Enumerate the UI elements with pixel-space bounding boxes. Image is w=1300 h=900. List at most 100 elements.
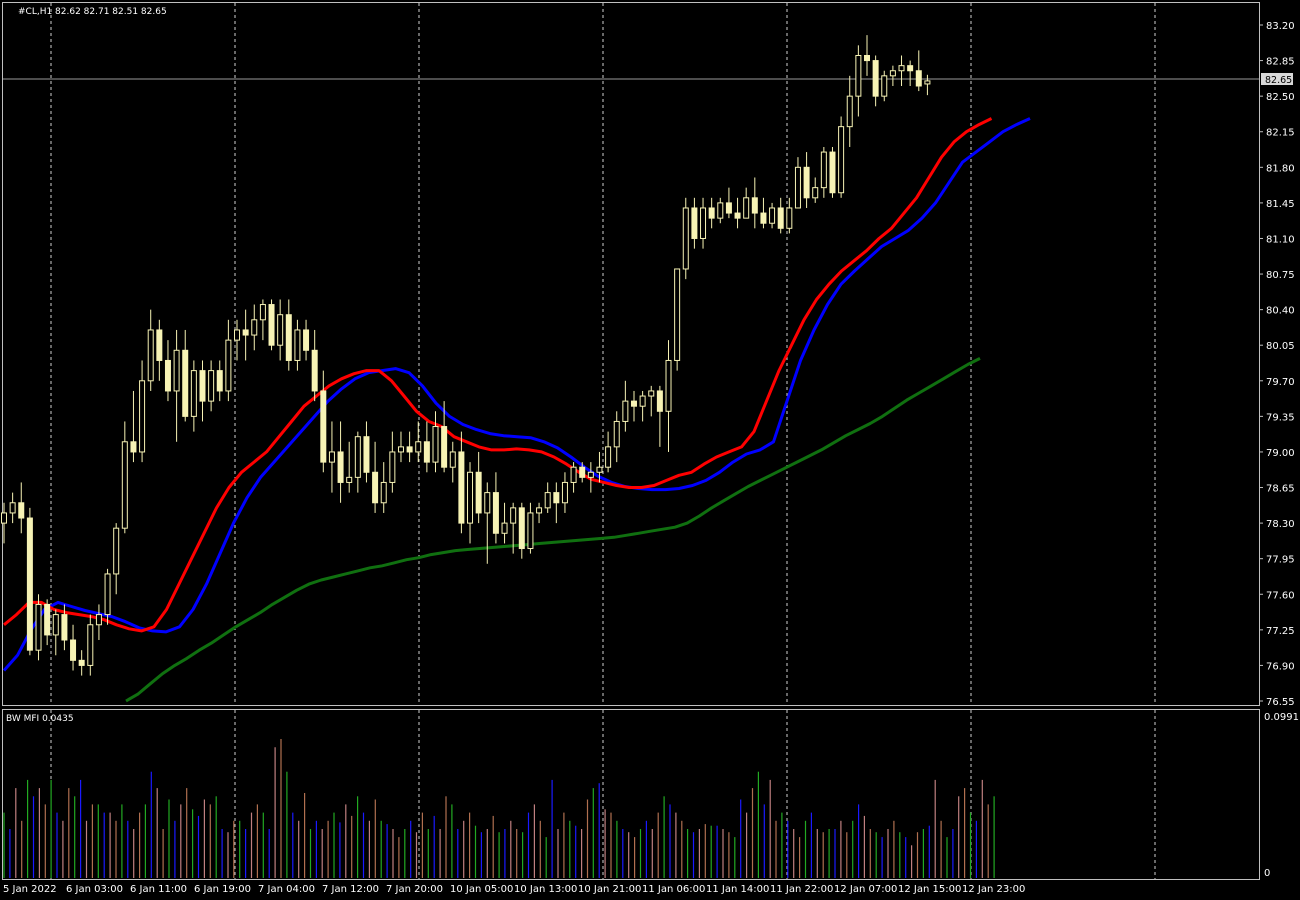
price-tick-label: 78.65 — [1266, 484, 1295, 495]
time-tick-label: 12 Jan 07:00 — [834, 884, 897, 895]
candle-body — [527, 512, 534, 550]
price-tick-label: 82.15 — [1266, 128, 1295, 139]
candle-body — [717, 202, 724, 219]
candle-body — [803, 166, 810, 199]
price-tick-label: 82.50 — [1266, 92, 1295, 103]
time-axis: 5 Jan 2022 6 Jan 03:00 6 Jan 11:00 6 Jan 19… — [3, 884, 1025, 895]
candle-body — [441, 426, 448, 468]
candle-body — [328, 451, 335, 463]
candle-body — [372, 471, 379, 504]
candle-body — [518, 507, 525, 550]
candle-body — [216, 370, 223, 392]
price-tick-label: 80.40 — [1266, 306, 1295, 317]
candle-body — [35, 603, 42, 651]
candle-body — [734, 212, 741, 219]
candle-body — [251, 319, 258, 336]
ma-red-line — [3, 117, 993, 633]
candle-body — [915, 70, 922, 87]
candle-body — [510, 507, 517, 524]
candle-body — [630, 400, 637, 407]
candle-body — [682, 207, 689, 270]
candle-body — [458, 451, 465, 524]
time-tick-label: 11 Jan 06:00 — [642, 884, 705, 895]
candle-body — [70, 639, 77, 661]
candle-body — [665, 359, 672, 412]
price-tick-label: 81.10 — [1266, 234, 1295, 245]
candle-body — [898, 65, 905, 72]
candle-body — [277, 314, 284, 346]
candle-body — [268, 304, 275, 346]
price-tick-label: 77.95 — [1266, 555, 1295, 566]
time-tick-label: 6 Jan 19:00 — [194, 884, 251, 895]
time-tick-label: 6 Jan 11:00 — [130, 884, 187, 895]
candle-body — [121, 441, 128, 529]
candle-body — [708, 207, 715, 219]
candle-body — [794, 166, 801, 209]
candle-body — [536, 507, 543, 514]
candle-body — [397, 446, 404, 453]
candle-body — [743, 197, 750, 219]
candle-body — [337, 451, 344, 483]
candle-body — [156, 329, 163, 361]
price-tick-label: 76.90 — [1266, 661, 1295, 672]
candle-body — [242, 329, 249, 336]
candle-body — [596, 466, 603, 473]
bw-mfi-histogram — [3, 739, 995, 878]
candle-body — [182, 349, 189, 417]
candle-body — [164, 359, 171, 392]
candle-body — [1, 512, 7, 524]
candle-body — [648, 390, 655, 397]
candle-body — [294, 329, 301, 361]
time-tick-label: 10 Jan 05:00 — [450, 884, 513, 895]
candle-body — [561, 481, 568, 504]
candle-body — [889, 70, 896, 77]
candle-body — [44, 603, 51, 636]
candle-body — [449, 451, 456, 468]
candle-body — [760, 212, 767, 224]
candle-body — [18, 502, 25, 519]
current-price-label: 82.65 — [1265, 75, 1292, 86]
candle-body — [492, 492, 499, 534]
candle-body — [622, 400, 629, 422]
price-panel-frame — [2, 2, 1260, 706]
price-tick-label: 81.45 — [1266, 199, 1295, 210]
price-tick-label: 79.00 — [1266, 448, 1295, 459]
candle-body — [751, 197, 758, 214]
candle-body — [78, 659, 85, 666]
candle-body — [363, 436, 370, 473]
candle-body — [587, 471, 594, 478]
price-axis: 83.20 82.85 82.50 82.15 81.80 81.45 81.10 80.75… — [1259, 21, 1295, 708]
price-tick-label: 77.25 — [1266, 626, 1295, 637]
candle-body — [769, 207, 776, 224]
candle-body — [130, 441, 137, 453]
candle-body — [320, 390, 327, 463]
time-tick-label: 12 Jan 15:00 — [898, 884, 961, 895]
candle-body — [354, 436, 361, 478]
price-tick-label: 83.20 — [1266, 21, 1295, 32]
candle-body — [95, 614, 102, 626]
price-tick-label: 76.55 — [1266, 697, 1295, 708]
candle-body — [259, 304, 266, 321]
candle-body — [544, 492, 551, 509]
price-tick-label: 82.85 — [1266, 57, 1295, 68]
price-tick-label: 81.80 — [1266, 163, 1295, 174]
candle-body — [820, 151, 827, 189]
time-tick-label: 11 Jan 14:00 — [706, 884, 769, 895]
candle-body — [173, 349, 180, 392]
time-tick-label: 7 Jan 20:00 — [386, 884, 443, 895]
candle-body — [553, 492, 560, 504]
current-price-badge — [1261, 73, 1293, 85]
price-tick-label: 78.30 — [1266, 519, 1295, 530]
candle-body — [303, 329, 310, 351]
time-tick-label: 6 Jan 03:00 — [66, 884, 123, 895]
price-tick-label: 80.75 — [1266, 270, 1295, 281]
candle-body — [501, 522, 508, 534]
ma-blue-line — [2, 117, 1031, 672]
indicator-panel-frame — [2, 709, 1260, 880]
candle-body — [26, 517, 33, 651]
candle-body — [415, 441, 422, 453]
candle-body — [812, 187, 819, 199]
indicator-zero-label: 0 — [1264, 868, 1270, 879]
